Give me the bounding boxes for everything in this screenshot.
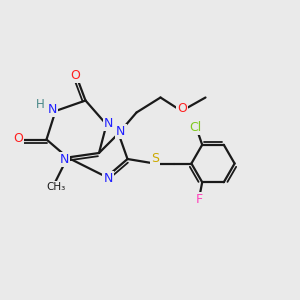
Text: Cl: Cl <box>189 121 201 134</box>
Text: N: N <box>60 153 69 167</box>
Text: H: H <box>35 98 44 112</box>
Text: N: N <box>104 116 114 130</box>
Text: N: N <box>48 103 57 116</box>
Text: S: S <box>151 152 159 165</box>
Text: O: O <box>178 101 187 115</box>
Text: N: N <box>103 172 113 185</box>
Text: O: O <box>70 69 80 82</box>
Text: N: N <box>116 124 126 138</box>
Text: F: F <box>196 193 203 206</box>
Text: O: O <box>13 132 23 146</box>
Text: CH₃: CH₃ <box>47 182 66 192</box>
